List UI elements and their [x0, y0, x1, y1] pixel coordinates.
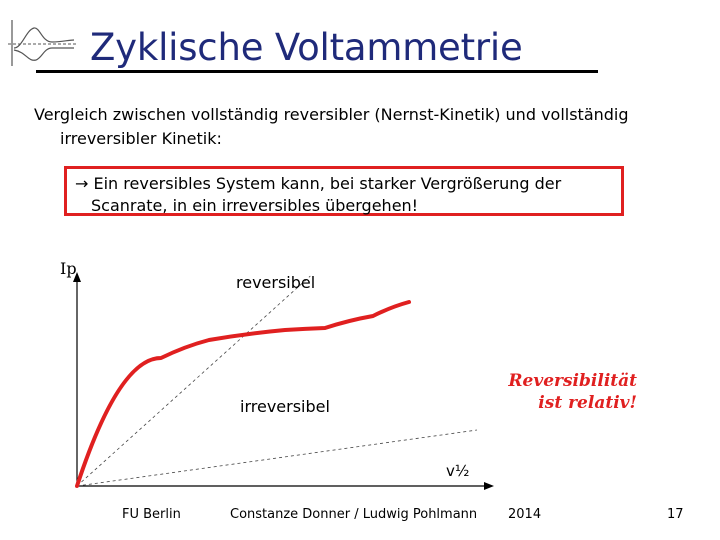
x-axis-arrow — [484, 482, 494, 490]
annotation-irreversibel: irreversibel — [240, 397, 330, 416]
cv-logo-icon — [8, 20, 76, 66]
intro-line-1: Vergleich zwischen vollständig reversibl… — [34, 105, 629, 124]
y-axis-label: Ip — [60, 259, 77, 278]
footer-authors: Constanze Donner / Ludwig Pohlmann — [230, 507, 478, 522]
note-line-2: ist relativ! — [538, 393, 637, 413]
annotation-reversibel: reversibel — [236, 273, 315, 292]
intro-line-2: irreversibler Kinetik: — [60, 129, 222, 148]
footer-page-number: 17 — [667, 507, 684, 522]
cv-chart: Ip v½ reversibel irreversibel — [60, 259, 494, 490]
page-title: Zyklische Voltammetrie — [90, 26, 523, 69]
reference-line-reversibel — [76, 275, 311, 487]
y-axis-arrow — [73, 272, 81, 282]
title-underline — [36, 70, 598, 73]
intro-text: Vergleich zwischen vollständig reversibl… — [34, 103, 654, 151]
footer-institution: FU Berlin — [122, 507, 181, 522]
callout-line-2: Scanrate, in ein irreversibles übergehen… — [91, 196, 419, 215]
reference-line-irreversibel — [76, 429, 478, 487]
x-axis-label: v½ — [446, 462, 469, 480]
note-line-1: Reversibilität — [508, 371, 637, 391]
callout-line-1: → Ein reversibles System kann, bei stark… — [75, 174, 562, 193]
footer-year: 2014 — [508, 507, 542, 522]
callout-box: → Ein reversibles System kann, bei stark… — [64, 166, 624, 216]
current-curve — [75, 300, 411, 488]
reversibility-note: Reversibilität ist relativ! — [505, 370, 637, 414]
